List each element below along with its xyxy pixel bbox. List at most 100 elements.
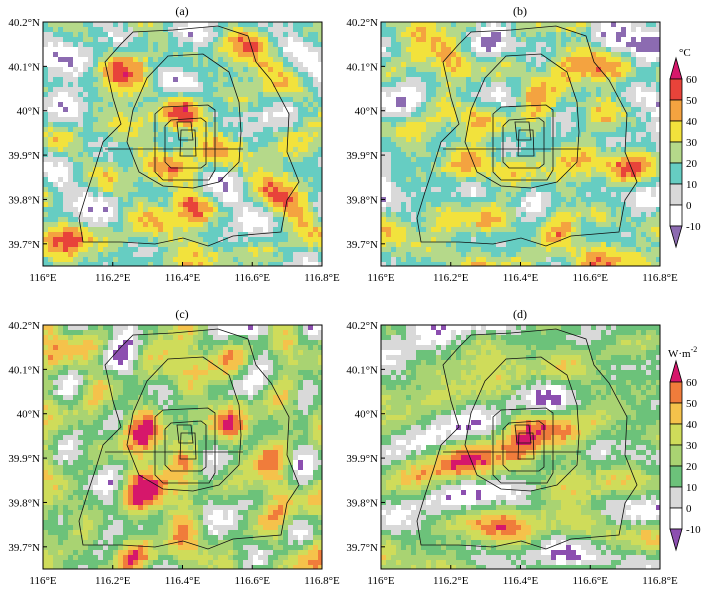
heat-cell-b <box>396 62 402 68</box>
heat-cell-b <box>436 117 442 123</box>
heat-cell-a <box>193 197 199 203</box>
heat-cell-b <box>461 202 467 208</box>
heat-cell-a <box>253 162 259 168</box>
heat-cell-a <box>298 257 304 263</box>
heat-cell-b <box>411 67 417 73</box>
heat-cell-a <box>218 252 224 258</box>
heat-cell-a <box>298 62 304 68</box>
heat-cell-a <box>273 47 279 53</box>
heat-cell-b <box>386 142 392 148</box>
heat-cell-a <box>88 197 94 203</box>
heat-cell-b <box>641 167 647 173</box>
heat-cell-a <box>188 157 194 163</box>
heat-cell-a <box>313 87 319 93</box>
heat-cell-a <box>113 232 119 238</box>
heat-cell-b <box>481 207 487 213</box>
heat-cell-a <box>48 27 54 33</box>
heat-cell-a <box>223 152 229 158</box>
heat-cell-b <box>476 97 482 103</box>
heat-cell-a <box>43 202 49 208</box>
heat-cell-b <box>426 122 432 128</box>
heat-cell-b <box>611 127 617 133</box>
heat-cell-a <box>93 172 99 178</box>
heat-cell-b <box>471 87 477 93</box>
heat-cell-a <box>123 247 129 253</box>
heat-cell-b <box>391 152 397 158</box>
heat-cell-b <box>431 97 437 103</box>
heat-cell-a <box>103 122 109 128</box>
heat-cell-b <box>461 22 467 28</box>
heat-cell-b <box>481 192 487 198</box>
heat-cell-b <box>391 207 397 213</box>
heat-cell-b <box>601 192 607 198</box>
heat-cell-a <box>58 182 64 188</box>
heat-cell-b <box>611 22 617 28</box>
heat-cell-b <box>576 157 582 163</box>
heat-cell-a <box>268 187 274 193</box>
heat-cell-b <box>531 77 537 83</box>
heat-cell-b <box>651 137 657 143</box>
heat-cell-a <box>128 132 134 138</box>
heat-cell-b <box>486 137 492 143</box>
heat-cell-b <box>531 97 537 103</box>
heat-cell-a <box>208 147 214 153</box>
heat-cell-b <box>396 117 402 123</box>
heat-cell-b <box>571 52 577 58</box>
heat-cell-a <box>303 162 309 168</box>
heat-cell-a <box>233 77 239 83</box>
heat-cell-b <box>546 102 552 108</box>
heat-cell-a <box>98 242 104 248</box>
heat-cell-a <box>203 92 209 98</box>
heat-cell-b <box>551 152 557 158</box>
heat-cell-a <box>263 117 269 123</box>
heat-cell-a <box>288 227 294 233</box>
heat-cell-b <box>526 87 532 93</box>
heat-cell-a <box>158 152 164 158</box>
heat-cell-b <box>591 147 597 153</box>
heat-cell-a <box>88 42 94 48</box>
heat-cell-b <box>466 132 472 138</box>
heat-cell-a <box>118 232 124 238</box>
heat-cell-b <box>616 187 622 193</box>
heat-cell-a <box>118 172 124 178</box>
heat-cell-a <box>228 242 234 248</box>
heat-cell-a <box>293 67 299 73</box>
heat-cell-b <box>481 197 487 203</box>
heat-cell-b <box>451 132 457 138</box>
heat-cell-b <box>566 182 572 188</box>
heat-cell-a <box>118 197 124 203</box>
heat-cell-a <box>63 27 69 33</box>
heat-cell-a <box>73 97 79 103</box>
heat-cell-b <box>501 47 507 53</box>
heat-cell-b <box>576 87 582 93</box>
heat-cell-b <box>651 197 657 203</box>
heat-cell-a <box>263 62 269 68</box>
heat-cell-a <box>58 87 64 93</box>
heat-cell-a <box>148 47 154 53</box>
heat-cell-b <box>406 182 412 188</box>
heat-cell-b <box>566 202 572 208</box>
y-tick-label: 40°N <box>17 106 40 118</box>
heat-cell-a <box>128 47 134 53</box>
heat-cell-b <box>516 212 522 218</box>
heat-cell-a <box>93 232 99 238</box>
heat-cell-b <box>541 167 547 173</box>
heat-cell-b <box>481 122 487 128</box>
heat-cell-a <box>133 182 139 188</box>
heat-cell-a <box>83 172 89 178</box>
heat-cell-b <box>616 192 622 198</box>
heat-cell-b <box>456 87 462 93</box>
heat-cell-a <box>168 117 174 123</box>
heat-cell-b <box>401 52 407 58</box>
heat-cell-a <box>103 127 109 133</box>
heat-cell-b <box>511 212 517 218</box>
heat-cell-a <box>53 62 59 68</box>
heat-cell-a <box>103 87 109 93</box>
heat-cell-a <box>53 247 59 253</box>
heat-cell-b <box>611 117 617 123</box>
heat-cell-a <box>128 137 134 143</box>
heat-cell-a <box>123 112 129 118</box>
heat-cell-a <box>233 122 239 128</box>
heat-cell-b <box>586 187 592 193</box>
heat-cell-b <box>601 137 607 143</box>
